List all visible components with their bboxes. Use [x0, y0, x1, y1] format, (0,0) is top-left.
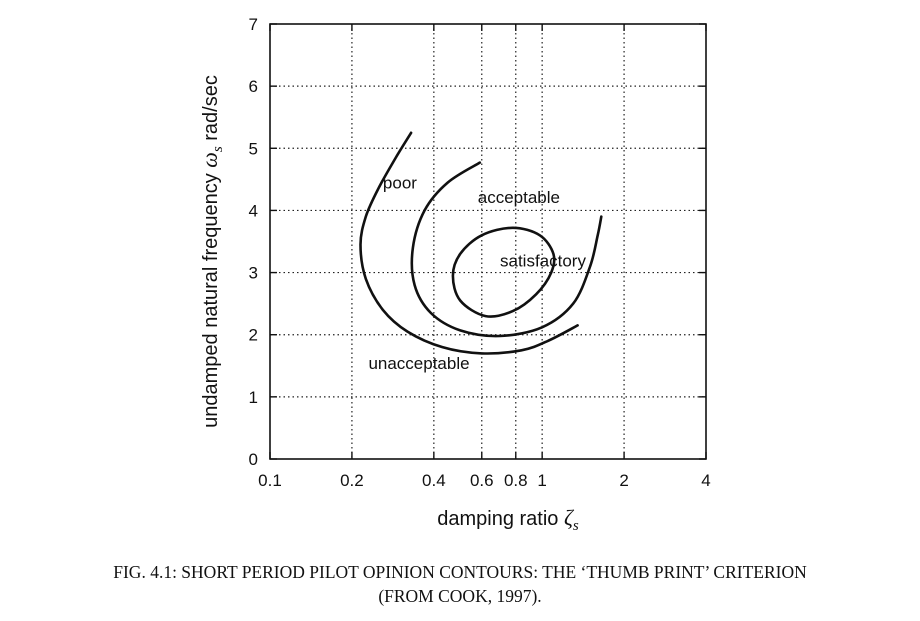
x-tick-label: 1 [537, 471, 546, 490]
contour-satisfactory [451, 226, 556, 318]
y-axis-title: undamped natural frequency ωs rad/sec [197, 75, 226, 428]
y-tick-label: 7 [249, 15, 258, 34]
x-tick-label: 2 [619, 471, 628, 490]
x-tick-label: 0.2 [340, 471, 364, 490]
y-tick-label: 1 [249, 388, 258, 407]
contour-poor [359, 131, 579, 355]
y-tick-label: 6 [249, 77, 258, 96]
region-label-satisfactory: satisfactory [500, 251, 586, 270]
x-tick-label: 0.6 [470, 471, 494, 490]
contour-curves [359, 131, 603, 355]
y-tick-label: 5 [249, 139, 258, 158]
region-labels: poor acceptable satisfactory unacceptable [368, 174, 586, 373]
x-tick-label: 4 [701, 471, 710, 490]
caption-line-2: (FROM COOK, 1997). [378, 586, 542, 606]
y-tick-label: 3 [249, 264, 258, 283]
y-tick-label: 0 [249, 450, 258, 469]
contour-acceptable [410, 161, 603, 338]
x-axis-title: damping ratio ζs [437, 505, 579, 534]
plot-frame [269, 23, 707, 460]
figure-caption: FIG. 4.1: SHORT PERIOD PILOT OPINION CON… [0, 560, 920, 608]
x-tick-label: 0.4 [422, 471, 446, 490]
region-label-unacceptable: unacceptable [368, 354, 469, 373]
x-tick-label: 0.1 [258, 471, 282, 490]
y-tick-label: 2 [249, 326, 258, 345]
x-tick-label: 0.8 [504, 471, 528, 490]
grid-lines [270, 24, 706, 459]
region-label-acceptable: acceptable [478, 188, 560, 207]
axis-ticks: 0.1 0.2 0.4 0.6 0.8 1 2 4 0 1 2 3 4 5 6 7 [249, 15, 711, 490]
region-label-poor: poor [383, 174, 417, 193]
y-tick-label: 4 [249, 201, 258, 220]
caption-line-1: FIG. 4.1: SHORT PERIOD PILOT OPINION CON… [113, 562, 807, 582]
